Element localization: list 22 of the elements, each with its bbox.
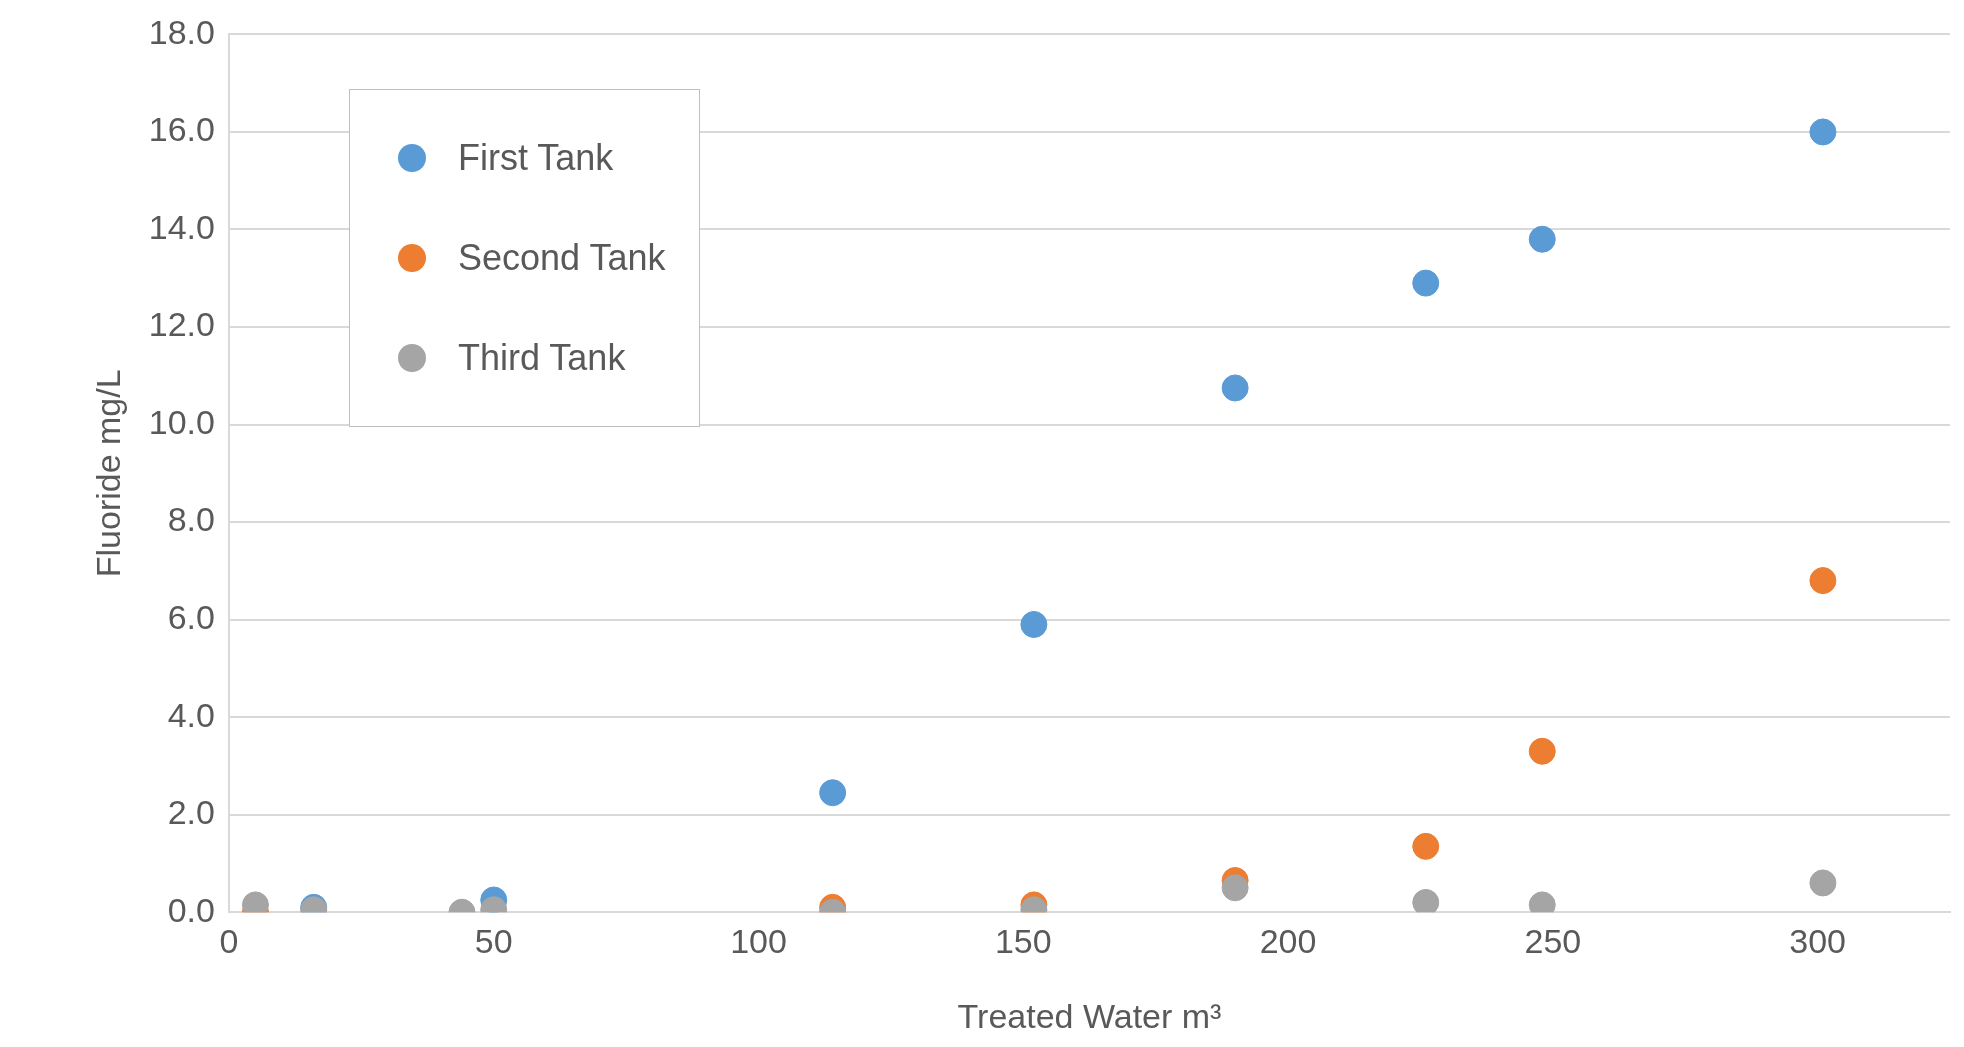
x-tick-label: 300 bbox=[1789, 921, 1846, 960]
y-axis-title: Fluoride mg/L bbox=[88, 369, 127, 578]
y-tick-label: 8.0 bbox=[167, 500, 215, 539]
y-tick-label: 6.0 bbox=[167, 597, 215, 636]
y-tick-label: 12.0 bbox=[148, 305, 215, 344]
legend-label: Third Tank bbox=[457, 337, 626, 380]
legend-label: Second Tank bbox=[457, 237, 666, 280]
x-tick-label: 250 bbox=[1524, 921, 1582, 960]
x-tick-label: 50 bbox=[474, 921, 513, 960]
y-tick-label: 2.0 bbox=[167, 793, 215, 832]
y-tick-label: 0.0 bbox=[167, 890, 215, 929]
x-tick-label: 100 bbox=[730, 921, 787, 960]
y-tick-label: 18.0 bbox=[148, 12, 215, 51]
y-tick-label: 4.0 bbox=[167, 695, 215, 734]
legend-label: First Tank bbox=[457, 137, 614, 180]
x-tick-label: 200 bbox=[1259, 921, 1317, 960]
y-tick-label: 14.0 bbox=[148, 207, 215, 246]
x-tick-label: 150 bbox=[994, 921, 1052, 960]
y-tick-label: 10.0 bbox=[148, 402, 215, 441]
y-tick-label: 16.0 bbox=[148, 110, 215, 149]
x-axis-title: Treated Water m³ bbox=[957, 996, 1222, 1035]
x-tick-label: 0 bbox=[219, 921, 239, 960]
